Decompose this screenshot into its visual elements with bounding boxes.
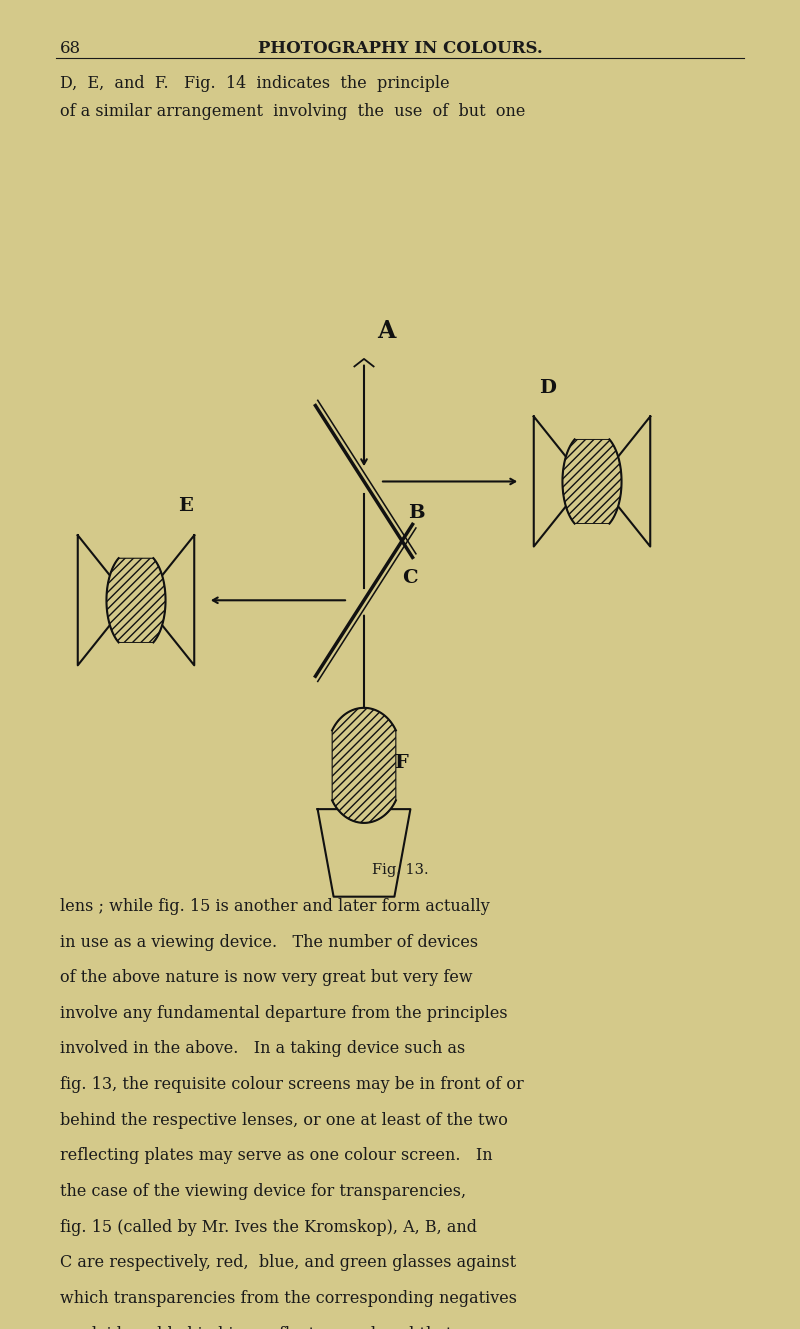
Text: E: E: [178, 497, 193, 516]
Text: in use as a viewing device.   The number of devices: in use as a viewing device. The number o…: [60, 933, 478, 950]
Text: D,  E,  and  F.   Fig.  14  indicates  the  principle: D, E, and F. Fig. 14 indicates the princ…: [60, 74, 450, 92]
Text: PHOTOGRAPHY IN COLOURS.: PHOTOGRAPHY IN COLOURS.: [258, 40, 542, 57]
Text: which transparencies from the corresponding negatives: which transparencies from the correspond…: [60, 1290, 517, 1306]
Text: B: B: [408, 504, 425, 522]
Text: of the above nature is now very great but very few: of the above nature is now very great bu…: [60, 969, 473, 986]
Text: lens ; while fig. 15 is another and later form actually: lens ; while fig. 15 is another and late…: [60, 898, 490, 914]
Polygon shape: [562, 440, 622, 524]
Text: the case of the viewing device for transparencies,: the case of the viewing device for trans…: [60, 1183, 466, 1200]
Polygon shape: [332, 708, 396, 823]
Text: A: A: [378, 319, 395, 343]
Text: involved in the above.   In a taking device such as: involved in the above. In a taking devic…: [60, 1041, 466, 1058]
Text: of a similar arrangement  involving  the  use  of  but  one: of a similar arrangement involving the u…: [60, 102, 526, 120]
Text: fig. 15 (called by Mr. Ives the Kromskop), A, B, and: fig. 15 (called by Mr. Ives the Kromskop…: [60, 1219, 477, 1236]
Text: 68: 68: [60, 40, 81, 57]
Text: F: F: [394, 754, 408, 772]
Text: D: D: [539, 379, 557, 396]
Polygon shape: [106, 558, 166, 642]
Text: are laid, and behind is a reflector so placed that: are laid, and behind is a reflector so p…: [60, 1325, 452, 1329]
Text: fig. 13, the requisite colour screens may be in front of or: fig. 13, the requisite colour screens ma…: [60, 1076, 524, 1094]
Text: reflecting plates may serve as one colour screen.   In: reflecting plates may serve as one colou…: [60, 1147, 493, 1164]
Text: C: C: [402, 569, 418, 587]
Text: involve any fundamental departure from the principles: involve any fundamental departure from t…: [60, 1005, 508, 1022]
Text: Fig. 13.: Fig. 13.: [372, 863, 428, 877]
Text: behind the respective lenses, or one at least of the two: behind the respective lenses, or one at …: [60, 1112, 508, 1128]
Text: C are respectively, red,  blue, and green glasses against: C are respectively, red, blue, and green…: [60, 1255, 516, 1272]
